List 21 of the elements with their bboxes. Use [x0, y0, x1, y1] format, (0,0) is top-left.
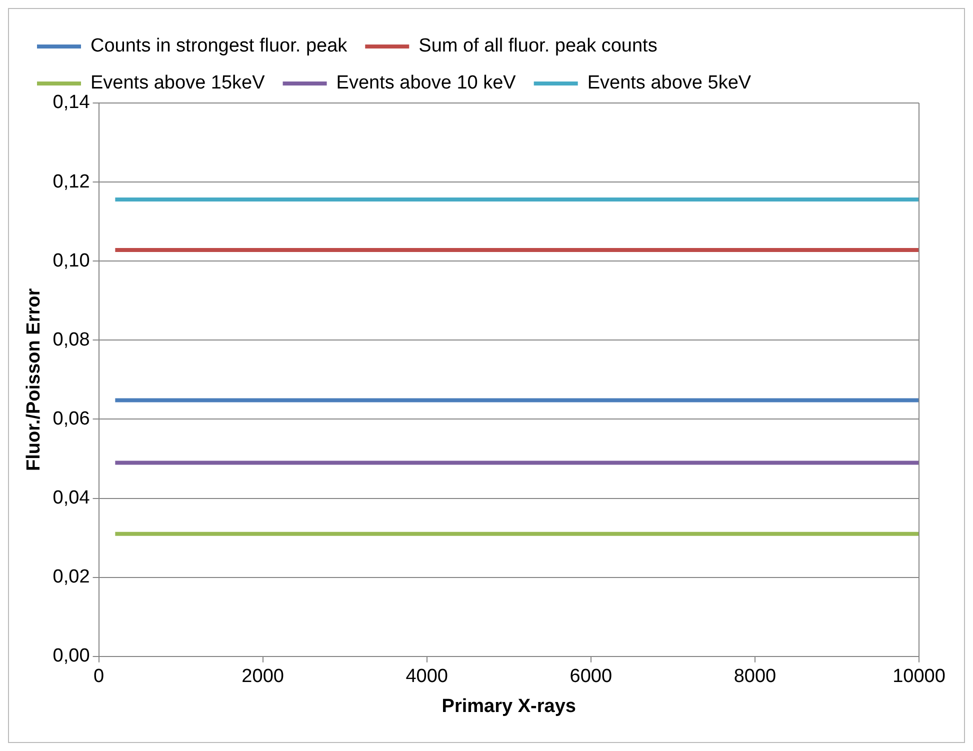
x-tick-label: 10000 — [892, 666, 946, 688]
legend-label: Sum of all fluor. peak counts — [418, 36, 658, 57]
x-tick-label: 8000 — [734, 666, 776, 688]
y-tick-label: 0,10 — [52, 250, 90, 272]
legend-label: Events above 10 keV — [336, 72, 516, 94]
y-tick-label: 0,06 — [52, 408, 90, 430]
x-axis-title: Primary X-rays — [442, 696, 576, 717]
y-tick-label: 0,08 — [52, 329, 90, 350]
y-tick-label: 0,12 — [52, 171, 90, 192]
x-tick-label: 2000 — [242, 666, 284, 688]
y-tick-label: 0,02 — [52, 566, 90, 588]
x-tick-label: 4000 — [406, 666, 448, 688]
y-axis-title: Fluor./Poisson Error — [24, 288, 45, 472]
x-tick-label: 0 — [93, 666, 104, 688]
y-tick-label: 0,00 — [52, 646, 90, 667]
legend-label: Events above 15keV — [90, 72, 266, 94]
y-tick-label: 0,04 — [52, 488, 90, 509]
x-tick-label: 6000 — [570, 666, 612, 688]
legend-label: Events above 5keV — [587, 72, 752, 94]
legend-label: Counts in strongest fluor. peak — [90, 36, 348, 57]
y-tick-label: 0,14 — [52, 92, 90, 114]
